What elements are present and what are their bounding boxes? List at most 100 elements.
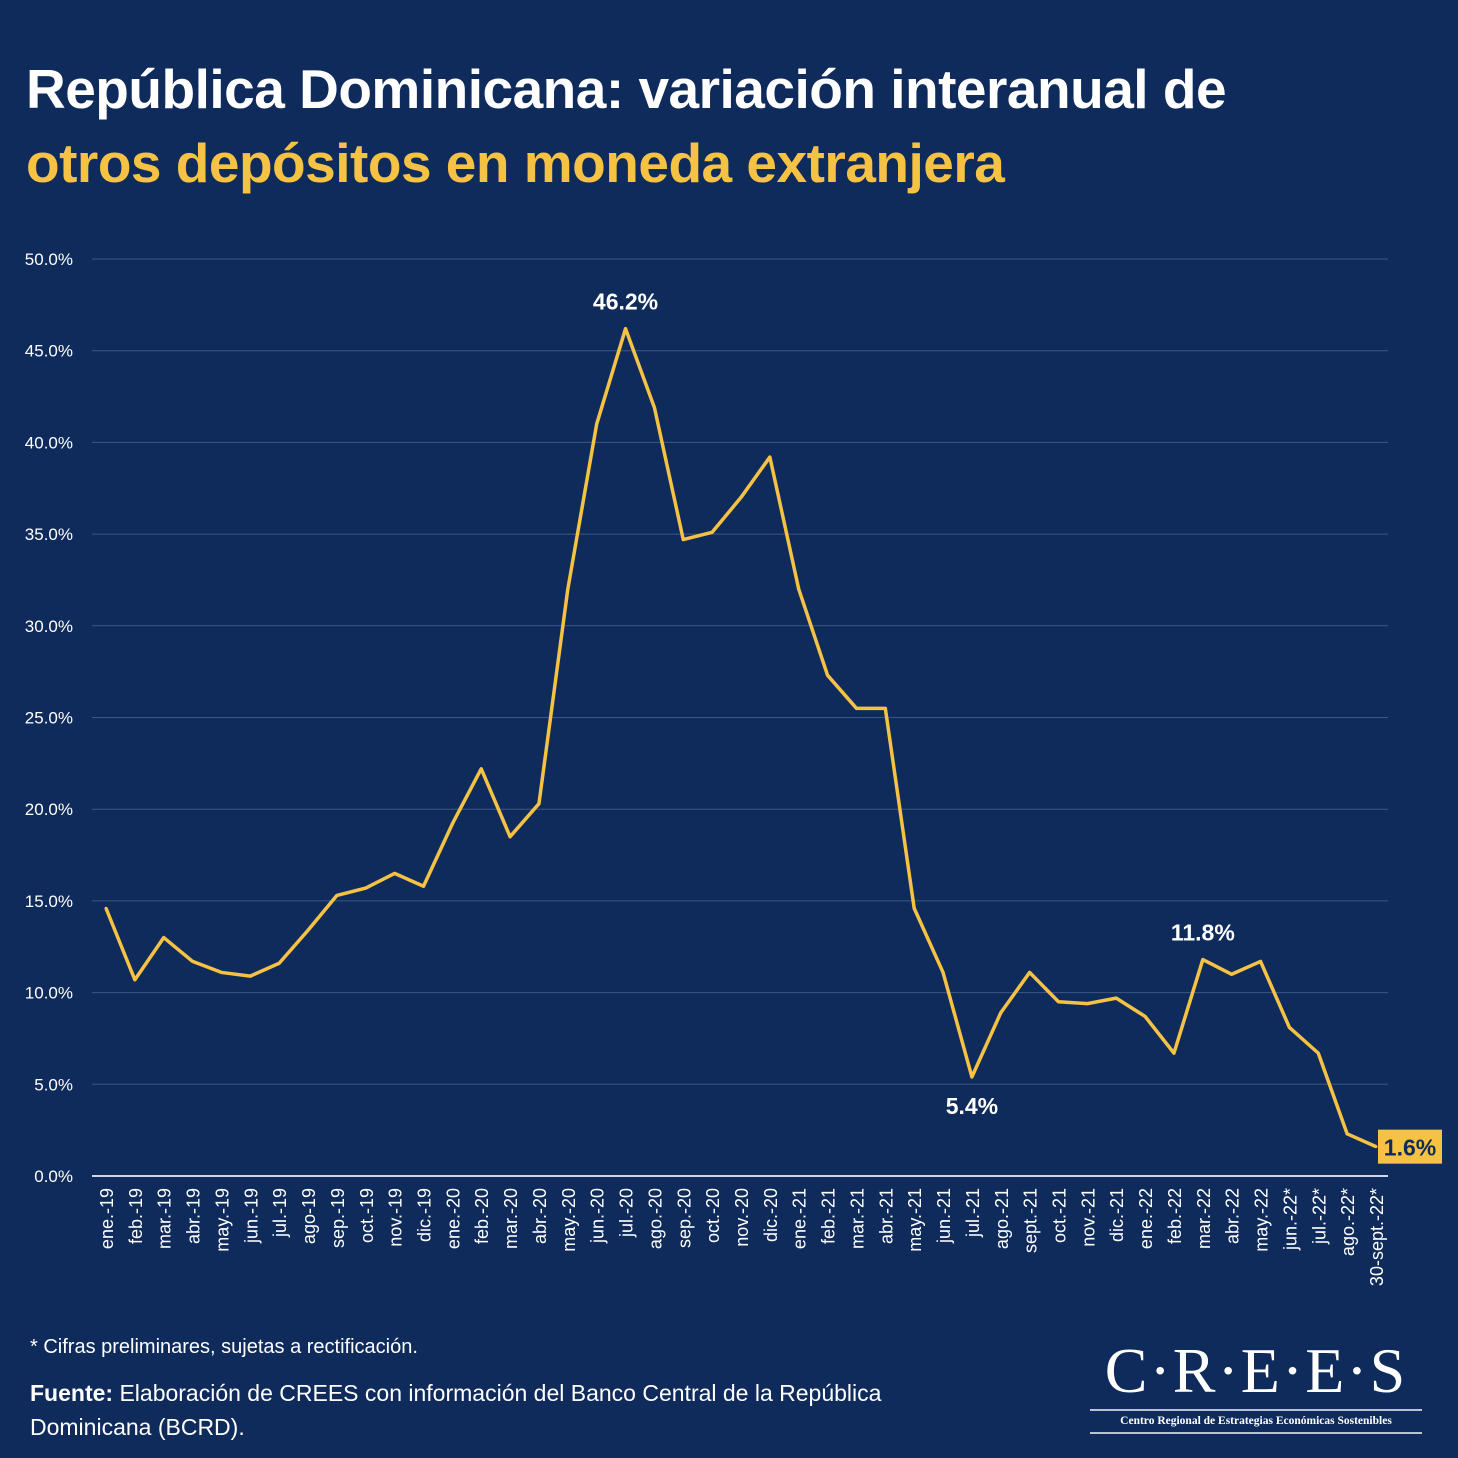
source-text: Elaboración de CREES con información del… [30,1380,882,1440]
data-point [1316,1051,1320,1055]
x-tick-label: oct.-19 [357,1188,377,1243]
data-point [1114,996,1118,1000]
x-tick-label: abr.-19 [184,1188,204,1244]
data-label: 46.2% [593,289,658,315]
title-line-2: otros depósitos en moneda extranjera [26,132,1005,194]
x-tick-label: ene.-22 [1136,1188,1156,1249]
logo-wordmark: C·R·E·E·S [1104,1335,1408,1406]
x-tick-label: feb.-19 [126,1188,146,1244]
x-tick-label: 30-sept.-22* [1367,1188,1387,1286]
logo-rule [1090,1409,1422,1411]
x-tick-label: ago-19 [299,1188,319,1244]
x-tick-label: abr.-20 [530,1188,550,1244]
x-tick-label: ene.-19 [97,1188,117,1249]
x-tick-label: nov.-19 [386,1188,406,1247]
data-point [537,802,541,806]
data-point [826,673,830,677]
source-note: Fuente: Elaboración de CREES con informa… [30,1376,990,1444]
x-tick-label: sep.-19 [328,1188,348,1248]
x-tick-label: abr.-22 [1223,1188,1243,1244]
x-tick-label: may.-21 [905,1188,925,1252]
x-tick-label: ago.-20 [645,1188,665,1249]
data-point [566,587,570,591]
x-tick-label: mar.-19 [155,1188,175,1249]
x-tick-label: dic.-20 [761,1188,781,1242]
y-tick-label: 35.0% [25,525,73,544]
data-label: 11.8% [1171,920,1235,946]
data-point [595,422,599,426]
data-point [970,1075,974,1079]
y-tick-label: 50.0% [25,250,73,269]
data-point [335,893,339,897]
x-tick-label: ago.-21 [992,1188,1012,1249]
data-point [1287,1025,1291,1029]
x-tick-label: mar.-21 [847,1188,867,1249]
data-point [219,970,223,974]
data-point [191,959,195,963]
data-point [883,706,887,710]
x-tick-label: jul.-19 [270,1188,290,1238]
y-tick-label: 5.0% [34,1075,73,1094]
x-tick-label: dic.-19 [415,1188,435,1242]
x-tick-label: mar.-22 [1194,1188,1214,1249]
data-point [1057,1000,1060,1004]
data-point [1085,1002,1089,1006]
x-tick-label: mar.-20 [501,1188,521,1249]
x-tick-label: may.-20 [559,1188,579,1252]
series-line [104,326,1377,1149]
data-point [999,1011,1003,1015]
x-tick-label: may.-19 [212,1188,232,1252]
y-tick-label: 25.0% [25,709,73,728]
data-point [104,906,108,910]
x-tick-label: ago.-22* [1338,1188,1358,1256]
x-tick-label: jul.-21 [963,1188,983,1238]
data-point [450,822,454,826]
data-point [508,835,512,839]
x-tick-label: feb.-20 [472,1188,492,1244]
x-tick-label: nov.-21 [1078,1188,1098,1247]
x-tick-label: may.-22 [1252,1188,1272,1252]
y-tick-label: 10.0% [25,984,73,1003]
x-tick-label: oct.-20 [703,1188,723,1243]
x-tick-label: feb.-22 [1165,1188,1185,1244]
data-point [1172,1051,1176,1055]
x-tick-label: oct.-21 [1050,1188,1070,1243]
x-tick-label: sept.-21 [1021,1188,1041,1253]
y-tick-label: 40.0% [25,433,73,452]
data-point [652,406,656,410]
y-tick-label: 15.0% [25,892,73,911]
x-tick-label: jun.-20 [588,1188,608,1244]
highlight-box [1378,1129,1442,1164]
data-point [1345,1132,1349,1136]
data-point [768,455,772,459]
data-label: 5.4% [946,1093,998,1119]
data-point [1259,959,1263,963]
data-point [710,530,714,534]
data-point [854,706,858,710]
x-tick-label: jun.-22* [1280,1188,1300,1251]
data-point [306,928,310,932]
data-point [912,906,916,910]
data-point [1201,958,1205,962]
logo-rule [1090,1432,1422,1434]
data-point [162,936,166,940]
y-tick-label: 30.0% [25,617,73,636]
data-point [1143,1014,1147,1018]
y-tick-label: 0.0% [34,1167,73,1186]
y-tick-label: 20.0% [25,800,73,819]
crees-logo: C·R·E·E·S Centro Regional de Estrategias… [1090,1335,1422,1436]
chart-title: República Dominicana: variación interanu… [26,52,1227,200]
data-point [277,961,281,965]
data-point [479,767,483,771]
title-line-1: República Dominicana: variación interanu… [26,58,1227,120]
x-tick-label: jun.-21 [934,1188,954,1244]
x-tick-label: dic.-21 [1107,1188,1127,1242]
x-tick-label: ene.-20 [443,1188,463,1249]
data-point [364,886,368,890]
x-tick-label: ene.-21 [790,1188,810,1249]
x-tick-label: jun.-19 [241,1188,261,1244]
x-tick-label: jul.-22* [1309,1188,1329,1245]
source-label: Fuente: [30,1380,114,1406]
data-label: 1.6% [1384,1135,1436,1161]
